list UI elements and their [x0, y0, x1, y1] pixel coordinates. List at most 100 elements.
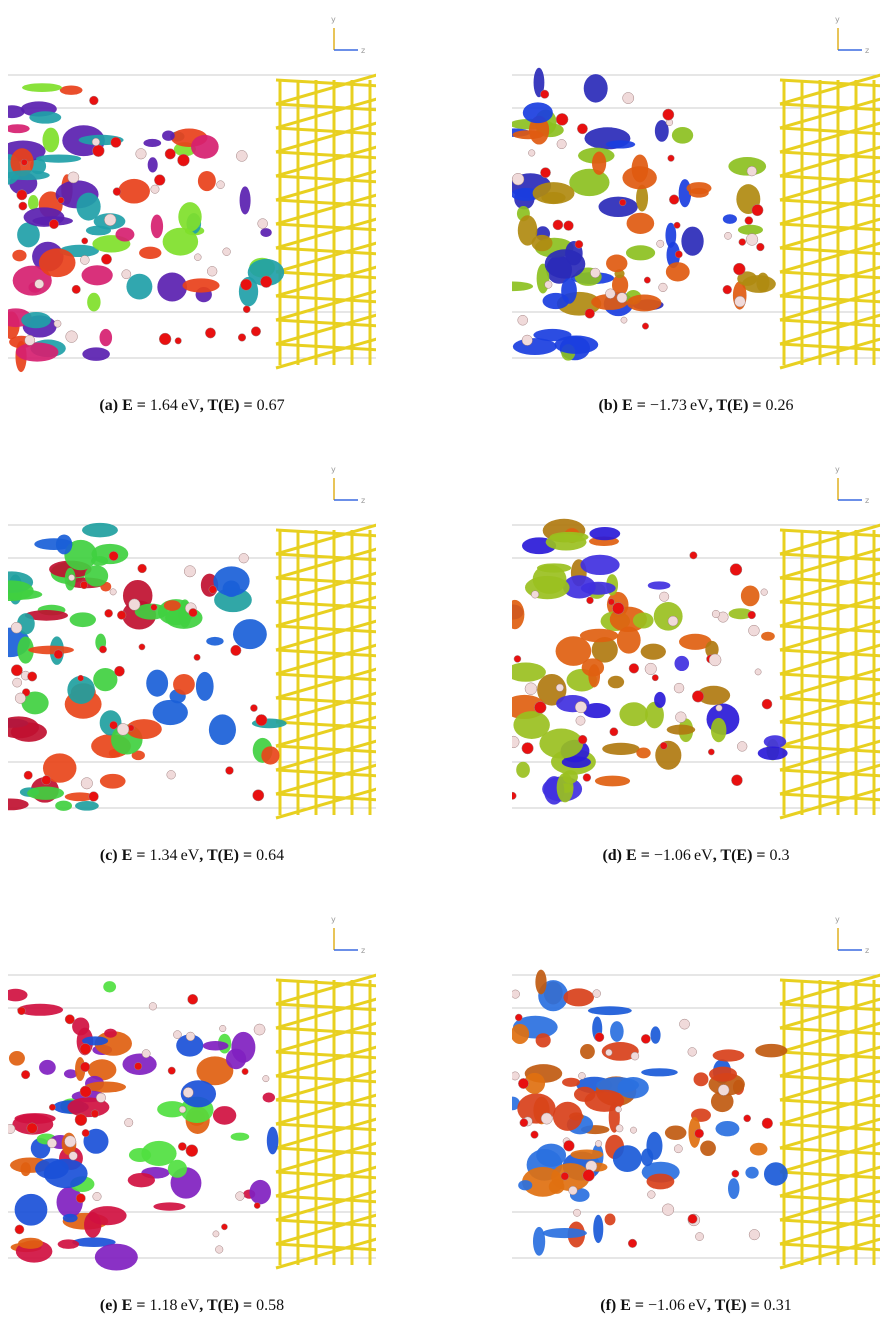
caption: (e) E = 1.18 eV, T(E) = 0.58 [8, 1297, 376, 1315]
panel: yz [512, 10, 880, 382]
orbital-lobe [666, 262, 690, 281]
atom [93, 145, 105, 157]
atom [15, 1225, 24, 1234]
atom [585, 309, 595, 319]
atom [154, 175, 165, 186]
atom [762, 1118, 773, 1129]
lattice-bar [780, 692, 880, 722]
atom [104, 214, 116, 226]
lattice-bar [276, 974, 376, 1004]
lattice-bar [780, 74, 880, 104]
atom [662, 1204, 674, 1216]
energy-label: E = [622, 397, 646, 414]
atom [737, 742, 747, 752]
lattice-bar [780, 218, 880, 248]
orbital-lobe [27, 786, 64, 799]
lattice-bar [276, 1094, 376, 1124]
transmission-label: , T(E) = [200, 397, 253, 414]
atom [186, 1145, 198, 1157]
transmission-value: 0.64 [256, 847, 284, 864]
axis-label: z [361, 46, 365, 55]
orbital-lobe [36, 154, 81, 162]
atom [58, 197, 64, 203]
lattice-bar [780, 740, 880, 770]
atom [65, 1015, 74, 1024]
lattice-bar [276, 1214, 376, 1244]
lattice-bar [780, 572, 880, 602]
atom [695, 1232, 703, 1240]
orbital-lobe [563, 770, 578, 783]
atom [659, 283, 668, 292]
orbital-lobe [580, 555, 619, 575]
orbital-lobe [750, 1143, 768, 1156]
energy-label: E = [122, 397, 146, 414]
orbital-lobe [8, 989, 28, 1002]
energy-value: 1.18 [149, 1297, 177, 1314]
atom [251, 327, 260, 336]
atom [593, 990, 601, 998]
orbital-lobe [267, 1127, 279, 1155]
caption: (b) E = −1.73 eV, T(E) = 0.26 [512, 397, 880, 415]
orbital-lobe [745, 1167, 758, 1179]
orbital-lobe [139, 247, 161, 259]
orbital-lobe [21, 1162, 31, 1176]
orbital-lobe [233, 619, 267, 649]
atom [42, 776, 51, 785]
atom [134, 1063, 141, 1070]
orbital-lobe [100, 329, 113, 346]
atom [117, 611, 126, 620]
orbital-lobe [8, 124, 30, 133]
orbital-lobe [87, 293, 100, 312]
atom [101, 254, 111, 264]
gold-electrode [780, 524, 880, 818]
orbital-lobe [589, 527, 620, 540]
atom [11, 665, 22, 676]
transmission-value: 0.3 [770, 847, 790, 864]
atom [80, 1062, 90, 1072]
orbital-lobe [55, 801, 72, 811]
orbital-lobe [536, 1033, 551, 1047]
panel-label: (d) [602, 847, 622, 864]
atom [189, 608, 197, 616]
atom [557, 139, 566, 148]
atom [89, 96, 98, 105]
atom [21, 159, 27, 165]
orbital-lobe [29, 111, 61, 123]
atom [668, 616, 678, 626]
atom [512, 990, 520, 998]
axis-label: y [331, 465, 336, 474]
atom [708, 749, 714, 755]
atom [82, 1129, 89, 1136]
atom [253, 790, 264, 801]
atom [27, 672, 36, 681]
lattice-bar [276, 692, 376, 722]
atom [167, 770, 176, 779]
atom [573, 1209, 580, 1216]
atom [512, 792, 516, 799]
lattice-bar [780, 764, 880, 794]
orbital-lobe [28, 646, 74, 655]
atom [54, 320, 61, 327]
gold-electrode [276, 74, 376, 368]
orbital-lobe [191, 135, 219, 159]
atom [615, 1106, 621, 1112]
orbital-lobe [654, 692, 666, 708]
atom [621, 317, 627, 323]
orbital-lobe [636, 747, 650, 758]
atom [24, 771, 32, 779]
axis-label: z [865, 496, 869, 505]
orbital-lobe [173, 674, 195, 695]
orbital-lobe [153, 700, 188, 725]
atom [168, 1067, 175, 1074]
atom [657, 240, 664, 247]
lattice-bar [276, 218, 376, 248]
atom [730, 564, 742, 576]
lattice-bar [276, 242, 376, 272]
energy-unit: eV [688, 1297, 707, 1314]
atom [749, 625, 760, 636]
atom [514, 655, 521, 662]
energy-unit: eV [181, 1297, 200, 1314]
orbital-lobe [533, 182, 575, 204]
atom [13, 678, 22, 687]
atom [72, 285, 80, 293]
